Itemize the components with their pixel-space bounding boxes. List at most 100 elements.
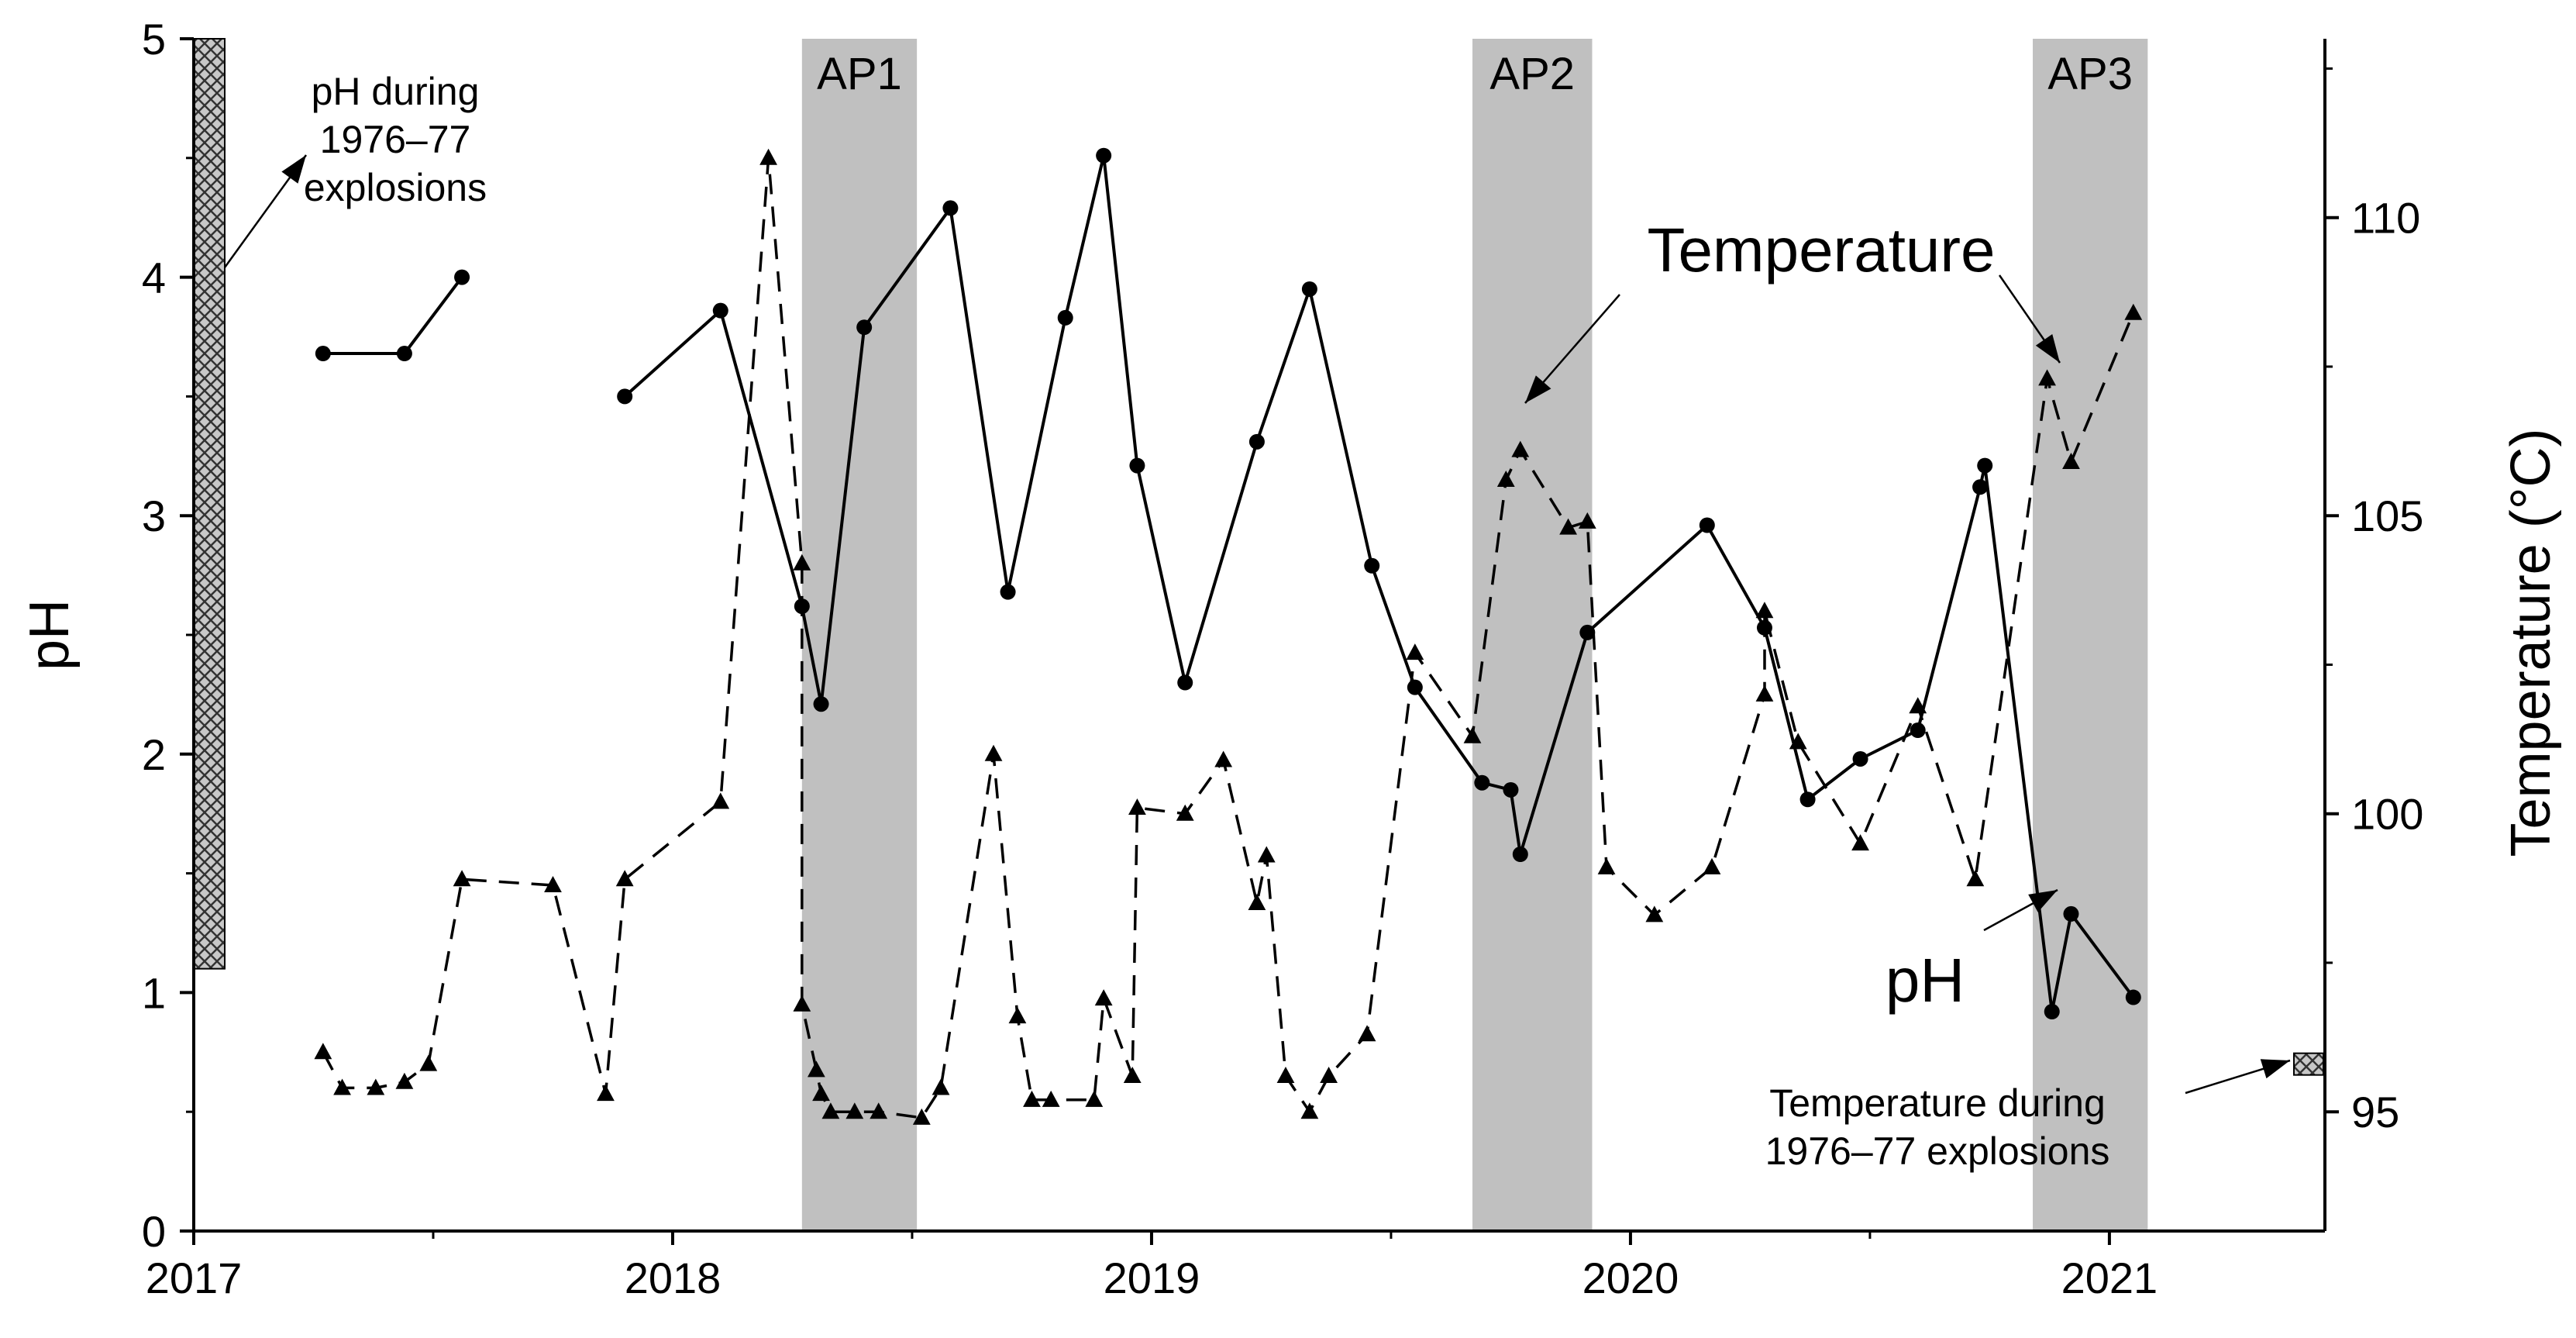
temperature-point [912,1108,931,1125]
temperature-annotation: Temperature [1647,216,1995,284]
temperature-point [1085,1090,1104,1107]
y2-tick-label: 105 [2351,491,2423,540]
ph-point [617,388,633,405]
ph-point [396,346,412,362]
temperature-point [759,148,777,165]
temperature-point [1094,989,1113,1006]
ph-point [1699,517,1715,533]
band-ap1 [801,39,918,1231]
temperature-point [1789,733,1807,750]
ph-point [942,200,959,216]
temperature-point [1248,894,1266,911]
y-axis-title: pH [19,599,81,671]
temperature-point [1023,1090,1041,1107]
temperature-point [395,1072,414,1089]
temperature-point [314,1043,332,1060]
ph-point [1129,457,1145,474]
x-tick-label: 2018 [625,1254,721,1302]
temperature-point [845,1102,864,1119]
temperature-point [1128,798,1146,816]
ph-point [856,319,873,336]
ph-point [1000,584,1016,600]
temperature-point [2038,369,2056,386]
temperature-point [1176,804,1194,821]
temperature-point [812,1085,830,1102]
temperature-point [1300,1102,1319,1119]
temperature-point [870,1102,888,1119]
historic-temperature-arrow-head [2260,1059,2290,1079]
temperature-point [984,744,1003,761]
temperature-point [711,792,730,809]
band-ap2 [1472,39,1593,1231]
band-ap3 [2033,39,2148,1231]
y2-tick-label: 100 [2351,790,2423,839]
temperature-point [1703,857,1721,874]
x-tick-label: 2021 [2061,1254,2158,1302]
temperature-point [821,1102,840,1119]
temperature-point [367,1078,385,1095]
y-tick-label: 3 [142,491,166,540]
ph-point [1910,722,1926,739]
ph-point [1579,624,1596,640]
ph-point [1364,557,1380,574]
temperature-point [1496,471,1515,488]
temperature-point [1257,846,1276,863]
temperature-point [1511,440,1530,457]
temperature-arrow-ap3-head [2035,333,2060,363]
y-tick-label: 5 [142,15,166,64]
temperature-point [1559,518,1577,535]
annotation-layer: pH during 1976–77 explosions Temperature du… [223,70,2291,1173]
temperature-point [333,1078,351,1095]
ph-point [1474,774,1490,791]
ph-point [1301,281,1317,297]
temperature-point [544,875,562,892]
temperature-point [2062,452,2080,469]
y2-axis-title: Temperature (°C) [2500,429,2562,857]
band-label-ap3: AP3 [2047,49,2133,99]
x-tick-label: 2019 [1104,1254,1200,1302]
historic-ph-bar [193,38,226,970]
temperature-point [1851,834,1869,851]
ph-point [1799,791,1816,808]
temperature-arrow-ap2 [1524,294,1620,404]
y2-tick-label: 95 [2351,1088,2399,1136]
temperature-point [1755,602,1774,619]
y-tick-label: 4 [142,253,166,302]
temperature-point [793,553,811,571]
historic-ph-label: pH during [312,70,480,113]
temperature-point [1755,685,1774,702]
historic-temperature-marker [2293,1052,2324,1076]
temperature-point [807,1060,825,1078]
historic-layer [193,38,2324,1076]
band-label-ap2: AP2 [1489,49,1575,99]
temperature-point [419,1054,438,1071]
temperature-point [1597,857,1616,874]
axes-layer: 2017 2018 2019 2020 2021 0 1 2 3 4 5 95 100 105 110 pH T… [19,15,2562,1302]
temperature-point [615,870,634,887]
ph-arrow [1983,888,2058,932]
historic-temperature-label: 1976–77 explosions [1765,1129,2110,1173]
historic-ph-arrow [223,154,308,268]
ph-point [1852,750,1868,767]
historic-temperature-arrow [2185,1059,2291,1095]
y2-tick-label: 110 [2351,194,2420,243]
temperature-arrow-ap2-head [1525,375,1551,403]
historic-ph-arrow-head [281,155,306,184]
ph-point [2044,1004,2060,1020]
ph-point [813,696,829,712]
temperature-point [453,870,471,887]
band-label-ap1: AP1 [817,49,902,99]
temperature-point [2124,303,2143,320]
ph-point [1972,479,1989,495]
temperature-arrow-ap3 [1998,274,2061,364]
ph-series-line [322,276,463,355]
temperature-point [793,995,811,1012]
temperature-point [1042,1090,1060,1107]
ph-point [712,302,728,319]
temperature-point [1578,512,1596,529]
temperature-point [1463,726,1482,743]
bands-layer: AP1 AP2 AP3 [801,39,2148,1231]
temperature-point [1966,870,1985,887]
ph-point [1512,846,1528,862]
